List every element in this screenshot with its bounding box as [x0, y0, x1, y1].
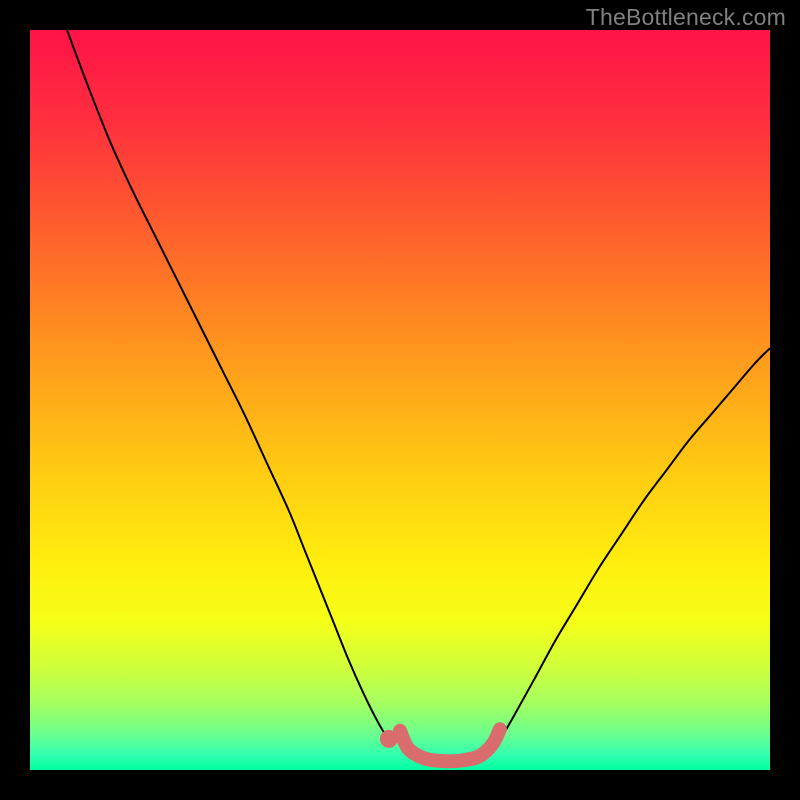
chart-container: TheBottleneck.com	[0, 0, 800, 800]
watermark-text: TheBottleneck.com	[586, 4, 786, 31]
plot-svg	[30, 30, 770, 770]
plot-area	[30, 30, 770, 770]
highlight-dot	[380, 730, 398, 748]
plot-background	[30, 30, 770, 770]
